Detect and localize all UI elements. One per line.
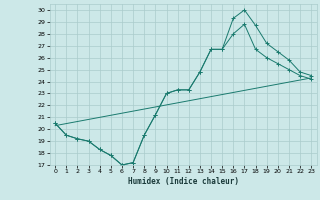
X-axis label: Humidex (Indice chaleur): Humidex (Indice chaleur) [128, 177, 239, 186]
